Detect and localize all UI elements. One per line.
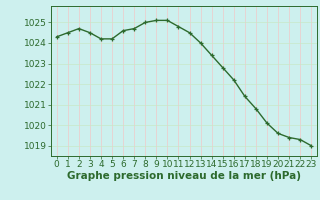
X-axis label: Graphe pression niveau de la mer (hPa): Graphe pression niveau de la mer (hPa) (67, 171, 301, 181)
